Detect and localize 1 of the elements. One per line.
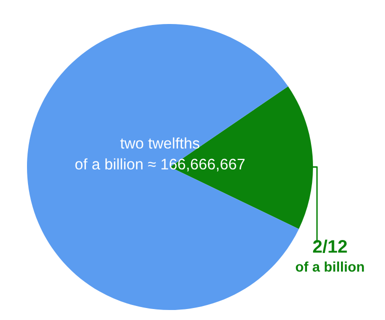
- slice-label: 2/12 of a billion: [296, 240, 364, 272]
